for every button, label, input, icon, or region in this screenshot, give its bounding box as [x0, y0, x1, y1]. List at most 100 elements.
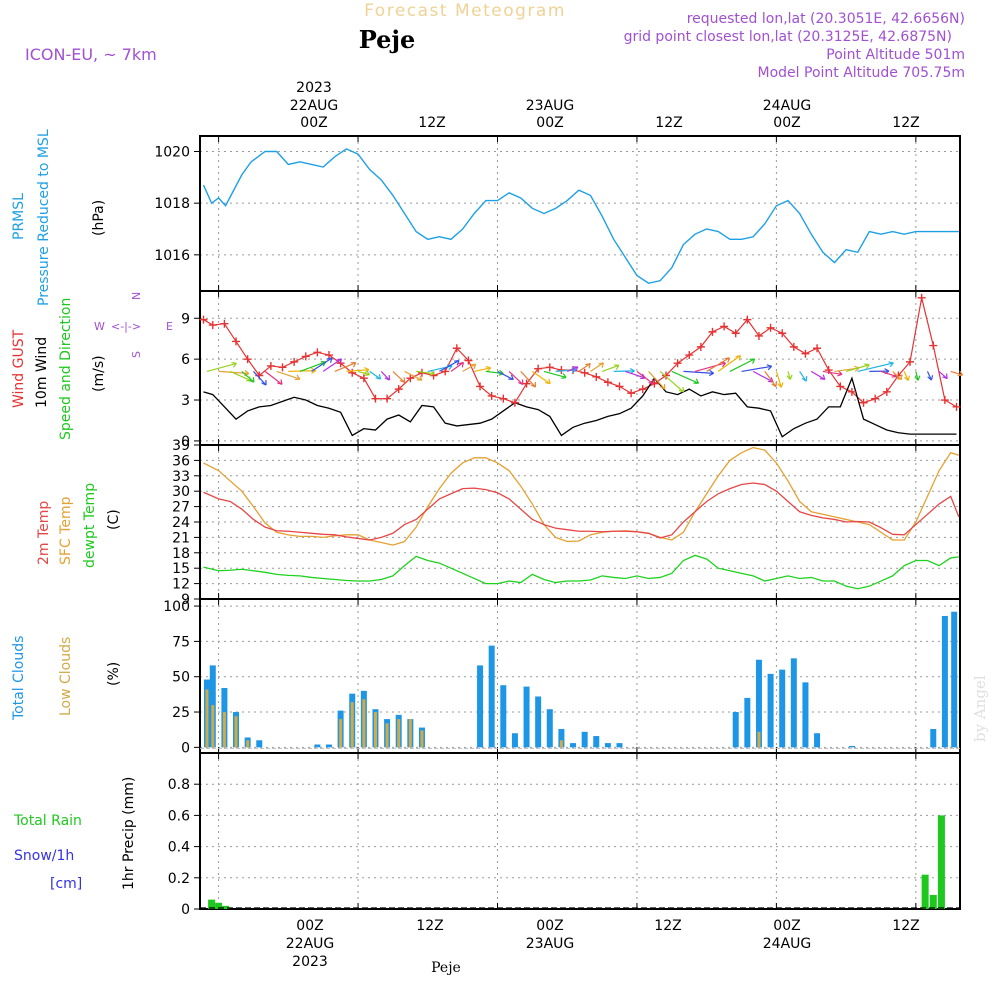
label-10m-wind: 10m Wind — [34, 337, 50, 408]
wind-arrow-head — [518, 379, 524, 386]
gust-marker — [220, 319, 229, 328]
requested-coords: requested lon,lat (20.3051E, 42.6656N) — [687, 11, 965, 27]
label-ms: (m/s) — [91, 355, 107, 392]
wind-direction-arrow — [497, 370, 514, 381]
total-cloud-bar — [951, 611, 958, 748]
wind-direction-arrow — [752, 370, 774, 383]
low-cloud-bar — [397, 719, 401, 748]
y-tick-label: 15 — [172, 561, 190, 577]
wind-arrow-head — [364, 370, 371, 377]
y-tick-label: 24 — [172, 515, 190, 531]
gust-marker — [696, 342, 705, 351]
wind-direction-arrow — [938, 370, 948, 379]
wind-direction-arrow — [229, 370, 252, 382]
wind-direction-arrow — [369, 370, 381, 380]
wind-direction-arrow — [311, 357, 333, 372]
y-tick-label: 39 — [172, 438, 190, 454]
total-cloud-bar — [814, 733, 821, 748]
y-tick-label: 0 — [181, 902, 190, 918]
top-time-5: 00Z — [773, 115, 800, 131]
y-tick-label: 0.6 — [168, 808, 190, 824]
label-speed-dir: Speed and Direction — [58, 298, 74, 440]
wind-direction-arrow — [741, 365, 772, 372]
wind-direction-arrow — [706, 357, 730, 372]
gust-marker — [720, 322, 729, 331]
wind-direction-arrow — [764, 371, 777, 387]
wind-arrow-head — [530, 382, 537, 388]
bottom-time-5: 00Z — [773, 918, 800, 934]
wind-arrow-head — [294, 374, 301, 381]
compass-east: E — [166, 320, 173, 333]
wind-direction-arrow — [810, 370, 826, 380]
label-total-rain: Total Rain — [13, 813, 82, 829]
compass-south: S — [130, 351, 143, 358]
gust-marker — [199, 315, 208, 324]
gust-marker — [557, 366, 566, 375]
wind-direction-arrow — [322, 358, 342, 372]
panel-clouds: 0 25 50 75 100 — [163, 598, 961, 756]
wind-arrow-head — [384, 375, 391, 381]
wind-arrow-head — [896, 374, 903, 381]
wind-direction-arrow — [915, 371, 919, 381]
total-cloud-bar — [732, 712, 739, 748]
gust-marker — [847, 387, 856, 396]
model-label: ICON-EU, ~ 7km — [25, 45, 157, 64]
low-cloud-bar — [757, 731, 761, 748]
wind-arrow-head — [311, 367, 317, 374]
gust-marker — [754, 331, 763, 340]
wind-direction-arrow — [346, 369, 369, 373]
wind-direction-arrow — [241, 370, 255, 383]
total-cloud-bar — [535, 696, 542, 748]
wind-direction-arrow — [903, 371, 909, 381]
wind-direction-arrow — [729, 358, 755, 372]
point-altitude: Point Altitude 501m — [826, 47, 965, 63]
compass-rose: N S W E <-|-> — [94, 292, 173, 358]
wind-direction-arrow — [380, 370, 390, 381]
rain-bar — [921, 874, 929, 909]
wind-arrow-head — [416, 375, 423, 381]
gust-marker — [766, 323, 775, 332]
gust-marker — [232, 337, 241, 346]
wind-arrow-head — [470, 363, 477, 370]
bottom-date-3: 24AUG — [763, 936, 812, 952]
wind-direction-arrow — [671, 370, 699, 384]
watermark: by Angel — [971, 675, 989, 742]
total-cloud-bar — [558, 728, 565, 748]
wind-arrow-head — [458, 361, 464, 368]
label-dewpt-temp: dewpt Temp — [82, 483, 98, 568]
wind-arrow-head — [453, 359, 460, 366]
wind-direction-arrow — [601, 364, 620, 372]
label-prmsl: PRMSL — [11, 193, 27, 240]
rain-bar — [929, 894, 937, 909]
wind-direction-arrow — [439, 360, 460, 372]
wind-direction-arrow — [648, 371, 666, 390]
y-tick-label: 1018 — [154, 196, 190, 212]
wind-arrow-head — [485, 366, 492, 372]
wind-arrow-head — [693, 378, 700, 384]
wind-direction-arrow — [416, 370, 435, 375]
y-tick-label: 75 — [172, 634, 190, 650]
model-altitude: Model Point Altitude 705.75m — [758, 65, 965, 81]
wind-direction-arrow — [508, 370, 524, 385]
gust-marker — [534, 364, 543, 373]
gust-marker — [580, 368, 589, 377]
wind-arrow-head — [336, 358, 343, 364]
bottom-time-2: 12Z — [416, 918, 443, 934]
wind-direction-arrow — [392, 370, 406, 383]
y-tick-label: 25 — [172, 705, 190, 721]
wind-speed-line — [203, 376, 957, 438]
gust-marker — [708, 327, 717, 336]
wind-direction-arrow — [520, 370, 536, 388]
grid-point-coords: grid point closest lon,lat (20.3125E, 42… — [624, 29, 952, 45]
y-tick-label: 9 — [181, 592, 190, 608]
gust-marker — [290, 357, 299, 366]
gust-marker — [673, 359, 682, 368]
wind-direction-arrow — [625, 370, 646, 379]
panel-pressure: 1016 1018 1020 — [154, 135, 961, 292]
total-cloud-bar — [570, 743, 577, 748]
total-cloud-bar — [593, 736, 600, 748]
total-cloud-bar — [325, 744, 332, 748]
gust-marker — [522, 379, 531, 388]
rain-bar — [937, 815, 945, 909]
top-date-1: 22AUG — [290, 98, 339, 114]
